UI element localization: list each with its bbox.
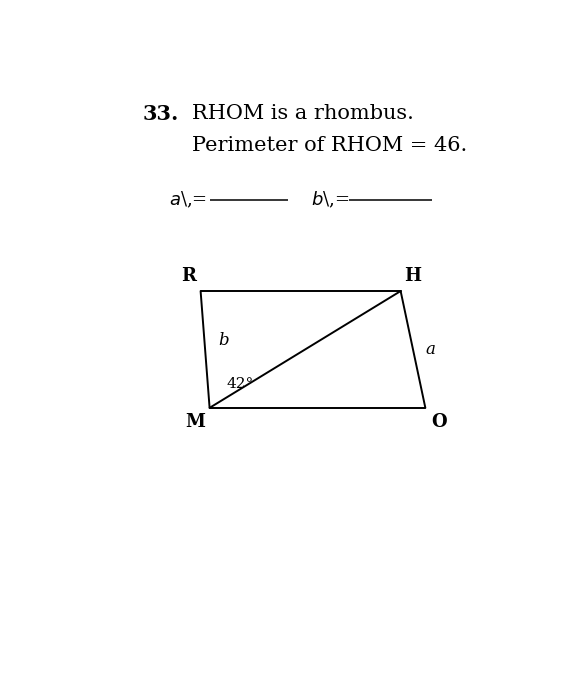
Text: M: M — [185, 413, 205, 431]
Text: $b$\,=: $b$\,= — [311, 190, 349, 210]
Text: R: R — [181, 267, 196, 285]
Text: 42°: 42° — [227, 377, 254, 391]
Text: a: a — [426, 341, 436, 358]
Text: $a$\,=: $a$\,= — [169, 190, 207, 210]
Text: O: O — [431, 413, 447, 431]
Text: b: b — [219, 332, 229, 348]
Text: Perimeter of RHOM = 46.: Perimeter of RHOM = 46. — [191, 136, 467, 156]
Text: RHOM is a rhombus.: RHOM is a rhombus. — [191, 104, 414, 123]
Text: H: H — [404, 267, 421, 285]
Text: 33.: 33. — [142, 104, 179, 124]
